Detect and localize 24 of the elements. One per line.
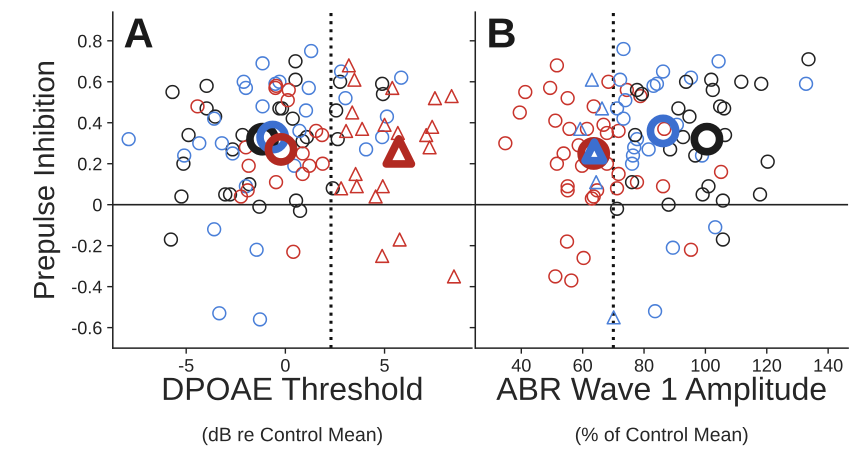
- x-tick-label: 0: [281, 358, 290, 372]
- y-tick-label: -0.6: [72, 322, 102, 334]
- x-tick-label: 40: [512, 358, 531, 372]
- y-tick-label: 0: [93, 198, 102, 212]
- y-axis-title: Prepulse Inhibition: [32, 62, 60, 298]
- y-tick-label: 0.6: [78, 76, 102, 88]
- x-tick-label: 120: [753, 358, 782, 372]
- text: (dB re Control Mean): [202, 427, 382, 446]
- x-tick-label: 60: [574, 358, 592, 372]
- y-tick-label: -0.4: [72, 280, 102, 294]
- x-tick-label: 100: [692, 358, 720, 372]
- text: (% of Control Mean): [576, 427, 748, 446]
- chart-title: B: [489, 18, 515, 48]
- x-tick-label: 80: [634, 358, 654, 372]
- y-tick-label: -0.2: [72, 240, 102, 252]
- chart-title: A: [124, 18, 153, 48]
- x-axis-title: DPOAE Threshold: [164, 376, 422, 400]
- y-tick-label: 0.4: [78, 116, 102, 130]
- x-tick-label: 5: [380, 359, 389, 372]
- x-axis-title: ABR Wave 1 Amplitude: [496, 376, 826, 407]
- y-tick-label: 0.8: [78, 34, 102, 48]
- x-tick-label: -5: [178, 359, 194, 372]
- y-tick-label: 0.2: [78, 158, 102, 170]
- x-tick-label: 140: [814, 358, 842, 372]
